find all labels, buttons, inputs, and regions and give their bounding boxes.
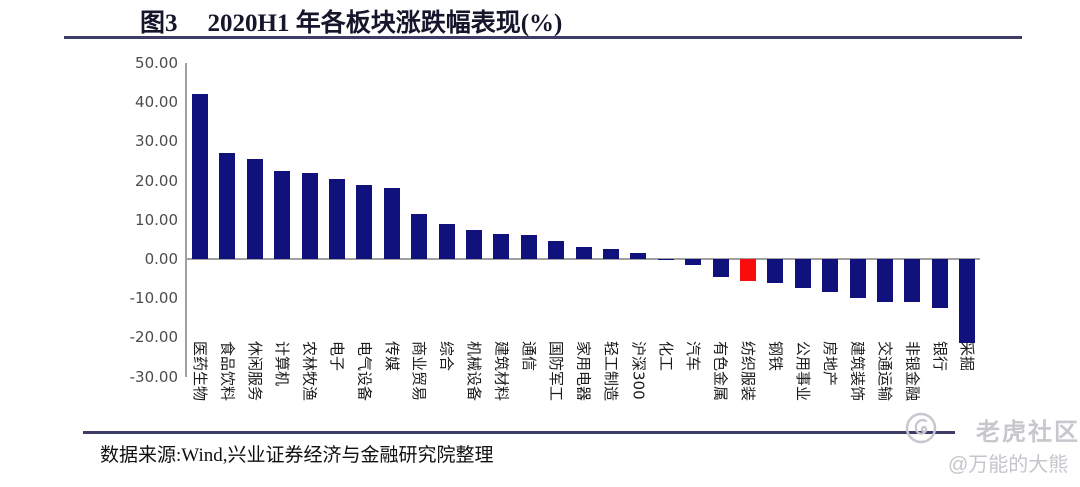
- category-label: 非银金融: [903, 341, 922, 402]
- category-label: 机械设备: [465, 341, 483, 402]
- category-label: 家用电器: [574, 341, 593, 402]
- category-label: 交通运输: [876, 341, 894, 402]
- category-label: 建筑装饰: [848, 341, 867, 402]
- category-label: 电子: [328, 341, 346, 372]
- bar: [246, 159, 263, 259]
- bar: [575, 247, 592, 259]
- bar: [904, 259, 921, 303]
- category-label: 有色金属: [711, 341, 730, 402]
- bar: [548, 241, 565, 259]
- bar: [959, 259, 976, 344]
- category-label: 计算机: [273, 341, 292, 387]
- watermark-community-name: 老虎社区: [976, 419, 1080, 446]
- bar: [685, 259, 702, 265]
- y-axis-tick-label: 0.00: [144, 250, 178, 268]
- category-label: 商业贸易: [410, 341, 429, 402]
- y-axis-tick-label: 40.00: [135, 93, 178, 112]
- category-label: 轻工制造: [602, 341, 620, 402]
- category-label: 钢铁: [766, 341, 785, 372]
- category-label: 国防军工: [547, 341, 566, 402]
- category-label: 综合: [437, 341, 456, 372]
- bar: [411, 213, 428, 259]
- bar: [630, 253, 647, 259]
- y-axis-tick-label: 50.00: [135, 54, 178, 72]
- y-axis-tick-label: 10.00: [135, 210, 178, 229]
- category-label: 休闲服务: [245, 341, 264, 402]
- y-axis-line: [185, 63, 187, 377]
- footer-divider: [83, 431, 955, 434]
- y-axis-tick-label: -30.00: [129, 367, 178, 386]
- y-axis-tick-label: 20.00: [135, 171, 178, 190]
- bar: [520, 235, 537, 259]
- category-label: 公用事业: [793, 341, 812, 402]
- source-text: 数据来源:Wind,兴业证券经济与金融研究院整理: [100, 445, 494, 466]
- bar: [219, 153, 236, 259]
- category-label: 纺织服装: [739, 341, 757, 402]
- bar: [301, 172, 318, 259]
- bar: [712, 259, 729, 277]
- category-label: 沪深300: [629, 341, 648, 400]
- chart-title-text: 2020H1 年各板块涨跌幅表现(%): [207, 10, 563, 37]
- bar: [849, 259, 866, 299]
- chart-title: 图3 2020H1 年各板块涨跌幅表现(%): [140, 3, 562, 39]
- category-label: 医药生物: [191, 341, 209, 402]
- bar: [329, 178, 345, 259]
- category-label: 汽车: [684, 341, 703, 372]
- x-axis-zero-line: [185, 258, 980, 260]
- category-label: 化工: [656, 341, 675, 372]
- bar: [356, 184, 373, 259]
- category-label: 房地产: [821, 341, 840, 387]
- bar: [657, 259, 674, 261]
- title-divider: [64, 36, 1022, 39]
- bar: [438, 223, 455, 259]
- bar: [466, 229, 482, 259]
- watermark-author-handle: @万能的大熊: [948, 454, 1069, 476]
- category-label: 银行: [930, 341, 949, 372]
- category-label: 通信: [519, 341, 538, 372]
- category-label: 建筑材料: [492, 341, 511, 402]
- category-label: 传媒: [382, 341, 401, 372]
- y-axis-tick-label: 30.00: [135, 132, 178, 151]
- tiger-circle-icon: [905, 412, 937, 444]
- bar: [274, 170, 291, 259]
- bar: [822, 259, 839, 293]
- bar: [493, 233, 510, 259]
- bar-highlight: [740, 259, 756, 281]
- y-axis-tick-label: -10.00: [129, 289, 178, 308]
- bar: [192, 94, 208, 259]
- figure-label: 图3: [140, 10, 178, 37]
- bar: [767, 259, 784, 283]
- category-label: 电气设备: [355, 341, 374, 402]
- bar: [383, 188, 400, 259]
- category-label: 食品饮料: [218, 341, 237, 402]
- category-label: 采掘: [958, 341, 977, 372]
- bar: [603, 249, 619, 259]
- category-label: 农林牧渔: [300, 341, 319, 402]
- bar: [794, 259, 811, 289]
- y-axis-tick-label: -20.00: [129, 328, 178, 347]
- bar: [877, 259, 893, 303]
- bar: [931, 259, 948, 308]
